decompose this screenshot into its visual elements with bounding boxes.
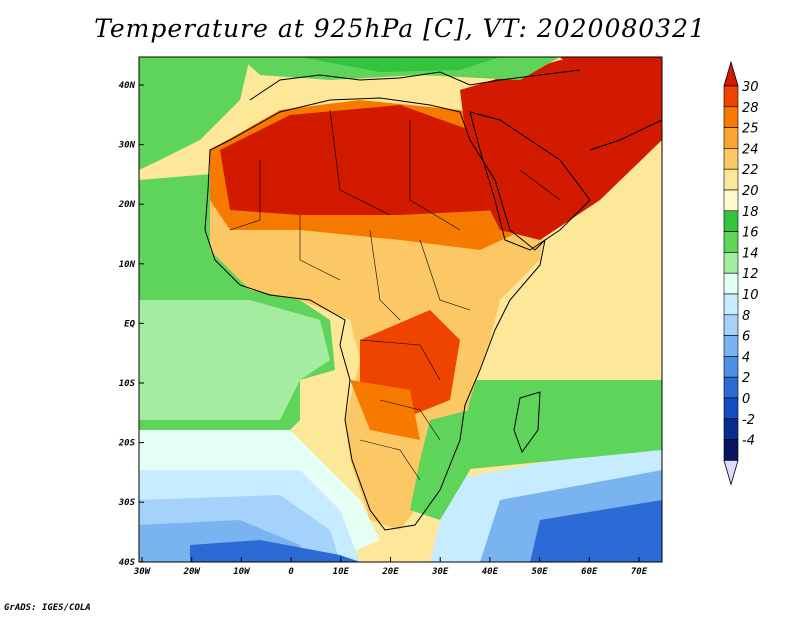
colorbar-swatch	[723, 272, 739, 295]
colorbar-bottom-arrow	[723, 460, 739, 486]
lat-tick-label: EQ	[124, 319, 135, 329]
lon-tick-label: 60E	[581, 567, 598, 577]
colorbar-label: 30	[742, 80, 759, 95]
colorbar-swatch	[723, 168, 739, 191]
lon-tick-label: 50E	[531, 567, 548, 577]
colorbar-label: 16	[742, 226, 759, 241]
lat-tick-label: 40S	[119, 558, 136, 568]
colorbar-swatch	[723, 210, 739, 232]
lon-tick-label: 20E	[381, 567, 399, 577]
colorbar-label: 25	[742, 122, 759, 137]
colorbar-label: 6	[742, 330, 750, 345]
colorbar-label: 20	[742, 184, 759, 199]
colorbar-label: 8	[742, 309, 750, 324]
colorbar-label: 18	[742, 205, 759, 220]
map-title: Temperature at 925hPa [C], VT: 202008032…	[94, 14, 706, 43]
colorbar-swatch	[723, 189, 739, 212]
colorbar-swatch	[723, 127, 739, 149]
colorbar-label: 24	[742, 142, 759, 157]
colorbar-label: 2	[742, 371, 750, 386]
colorbar-label: 14	[742, 246, 759, 261]
lon-tick-label: 30E	[431, 567, 449, 577]
colorbar-swatch	[723, 418, 739, 440]
colorbar-label: 4	[742, 350, 750, 365]
longitude-axis: 30W 20W 10W 0 10E 20E 30E 40E 50E 60E 70E	[133, 557, 648, 577]
colorbar-swatch	[723, 252, 739, 274]
lon-tick-label: 10W	[233, 567, 251, 577]
colorbar-swatch	[723, 439, 739, 461]
grads-credit: GrADS: IGES/COLA	[4, 603, 91, 613]
colorbar-swatch	[723, 293, 739, 316]
colorbar-label: 28	[742, 101, 759, 116]
lon-tick-label: 40E	[482, 567, 499, 577]
map-frame	[138, 56, 663, 563]
colorbar-swatch	[723, 148, 739, 170]
colorbar-top-arrow	[723, 60, 739, 87]
colorbar-swatch	[723, 85, 739, 108]
colorbar-swatch	[723, 314, 739, 336]
colorbar-swatch	[723, 356, 739, 378]
lat-tick-label: 30S	[118, 498, 136, 508]
lat-tick-label: 20N	[118, 200, 136, 210]
colorbar-swatch	[723, 376, 739, 399]
colorbar-swatch	[723, 397, 739, 420]
lat-tick-label: 20S	[118, 439, 136, 449]
colorbar-label: -2	[742, 413, 755, 428]
colorbar-label: 0	[742, 392, 750, 407]
colorbar-swatch	[723, 106, 739, 128]
lon-tick-label: 20W	[183, 567, 202, 577]
lat-tick-label: 40N	[119, 81, 136, 91]
colorbar-swatch	[723, 335, 739, 357]
colorbar-label: 10	[742, 288, 759, 303]
lat-tick-label: 30N	[118, 141, 136, 151]
lon-tick-label: 10E	[333, 567, 350, 577]
lon-tick-label: 0	[288, 567, 294, 577]
country-borders	[229, 109, 561, 481]
colorbar-label: -4	[742, 434, 755, 449]
temperature-field	[139, 57, 662, 562]
colorbar-swatch	[723, 231, 739, 253]
colorbar-label: 12	[742, 267, 759, 282]
lat-tick-label: 10N	[119, 260, 136, 270]
coastlines	[204, 69, 662, 531]
lat-tick-label: 10S	[119, 379, 136, 389]
latitude-axis: 40N 30N 20N 10N EQ 10S 20S 30S 40S	[118, 81, 144, 568]
lon-tick-label: 70E	[631, 567, 648, 577]
colorbar-label: 22	[742, 163, 759, 178]
lon-tick-label: 30W	[133, 567, 152, 577]
